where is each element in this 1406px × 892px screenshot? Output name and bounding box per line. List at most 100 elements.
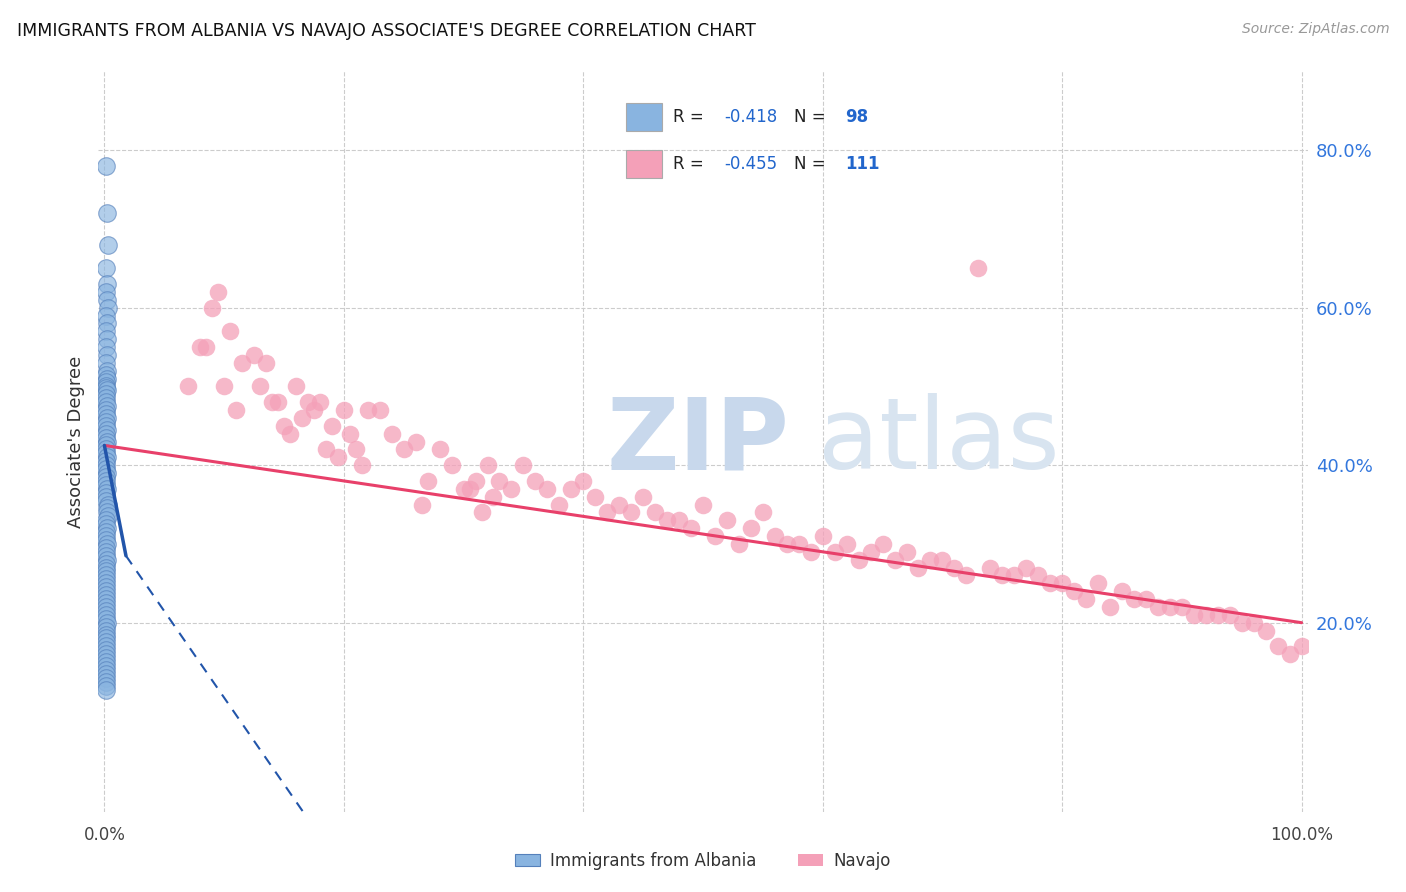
Point — [94, 647, 117, 661]
Point — [94, 356, 117, 370]
Text: Source: ZipAtlas.com: Source: ZipAtlas.com — [1241, 22, 1389, 37]
Point — [94, 663, 117, 677]
Point — [94, 324, 117, 338]
Point — [96, 348, 118, 362]
Point — [94, 470, 117, 484]
Point — [512, 458, 534, 472]
Point — [219, 324, 242, 338]
Point — [572, 474, 595, 488]
Point — [94, 485, 117, 500]
Text: -0.455: -0.455 — [724, 155, 778, 173]
Point — [273, 418, 295, 433]
Point — [94, 599, 117, 614]
Point — [94, 340, 117, 354]
Point — [458, 482, 481, 496]
Point — [350, 458, 373, 472]
Legend: Immigrants from Albania, Navajo: Immigrants from Albania, Navajo — [515, 852, 891, 870]
Point — [811, 529, 834, 543]
Point — [94, 659, 117, 673]
Point — [94, 395, 117, 409]
Point — [97, 301, 120, 315]
Point — [94, 376, 117, 390]
Text: N =: N = — [794, 108, 831, 126]
Point — [94, 379, 117, 393]
Point — [94, 426, 117, 441]
Point — [1074, 592, 1097, 607]
Point — [548, 498, 571, 512]
Point — [1063, 584, 1085, 599]
Text: N =: N = — [794, 155, 831, 173]
Point — [763, 529, 786, 543]
Point — [501, 482, 523, 496]
Point — [96, 552, 118, 566]
Point — [195, 340, 218, 354]
Point — [1291, 640, 1313, 654]
Point — [254, 356, 277, 370]
Point — [644, 505, 666, 519]
Point — [482, 490, 505, 504]
Point — [96, 466, 118, 480]
Point — [716, 513, 738, 527]
Point — [94, 407, 117, 421]
Point — [1050, 576, 1073, 591]
Point — [94, 596, 117, 610]
Point — [94, 261, 117, 276]
Point — [1278, 647, 1301, 661]
Point — [333, 403, 356, 417]
Point — [94, 415, 117, 429]
Point — [931, 552, 953, 566]
Point — [94, 545, 117, 559]
Point — [872, 537, 894, 551]
Point — [429, 442, 451, 457]
Point — [94, 643, 117, 657]
Point — [284, 379, 307, 393]
FancyBboxPatch shape — [626, 103, 662, 131]
Point — [96, 364, 118, 378]
Point — [1254, 624, 1277, 638]
Point — [94, 431, 117, 445]
Text: IMMIGRANTS FROM ALBANIA VS NAVAJO ASSOCIATE'S DEGREE CORRELATION CHART: IMMIGRANTS FROM ALBANIA VS NAVAJO ASSOCI… — [17, 22, 756, 40]
Point — [1135, 592, 1157, 607]
Point — [97, 237, 120, 252]
Text: R =: R = — [673, 108, 710, 126]
Point — [94, 368, 117, 382]
Point — [96, 277, 118, 291]
Point — [740, 521, 762, 535]
Point — [94, 517, 117, 532]
Point — [94, 391, 117, 405]
Point — [1099, 599, 1122, 614]
Point — [1195, 607, 1218, 622]
Point — [326, 450, 349, 465]
Point — [94, 513, 117, 527]
Point — [1206, 607, 1229, 622]
Point — [1026, 568, 1049, 582]
Point — [470, 505, 492, 519]
Point — [464, 474, 486, 488]
Point — [920, 552, 942, 566]
Point — [291, 411, 314, 425]
Point — [94, 671, 117, 685]
Point — [96, 450, 118, 465]
Point — [1171, 599, 1194, 614]
Point — [800, 545, 823, 559]
Point — [94, 607, 117, 622]
Point — [381, 426, 404, 441]
Point — [315, 442, 337, 457]
Point — [583, 490, 606, 504]
Point — [1147, 599, 1170, 614]
Point — [668, 513, 690, 527]
Point — [339, 426, 361, 441]
Point — [728, 537, 751, 551]
Point — [278, 426, 301, 441]
Point — [824, 545, 846, 559]
Point — [94, 533, 117, 547]
Point — [94, 403, 117, 417]
Point — [96, 317, 118, 331]
Point — [752, 505, 775, 519]
Point — [416, 474, 439, 488]
Point — [96, 423, 118, 437]
Point — [94, 584, 117, 599]
Point — [94, 592, 117, 607]
Point — [94, 604, 117, 618]
Point — [1243, 615, 1265, 630]
